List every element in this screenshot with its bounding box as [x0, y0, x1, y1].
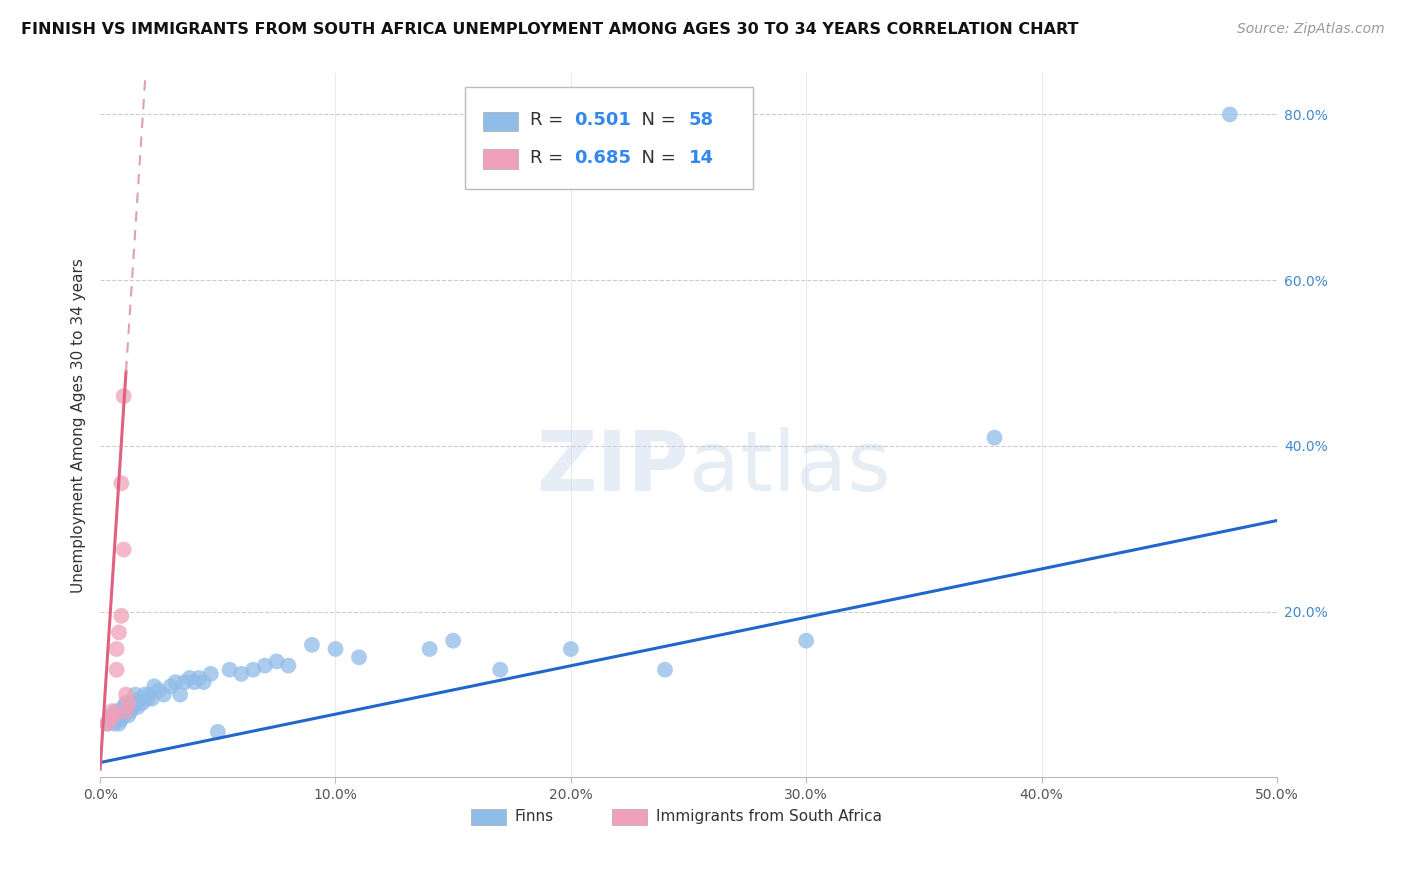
Point: [117, 700, 139, 714]
Point: [115, 704, 138, 718]
Text: 0.501: 0.501: [575, 112, 631, 129]
Point: [654, 663, 676, 677]
Point: [165, 675, 187, 690]
Point: [325, 642, 347, 657]
Text: ZIP: ZIP: [536, 427, 689, 508]
Text: 14: 14: [689, 148, 713, 167]
Point: [117, 696, 139, 710]
Point: [124, 696, 146, 710]
Y-axis label: Unemployment Among Ages 30 to 34 years: Unemployment Among Ages 30 to 34 years: [72, 258, 86, 592]
Point: [103, 716, 125, 731]
Point: [112, 708, 135, 723]
Point: [112, 542, 135, 557]
Point: [301, 638, 323, 652]
Point: [441, 633, 464, 648]
Point: [129, 691, 152, 706]
Point: [103, 708, 125, 723]
Text: Source: ZipAtlas.com: Source: ZipAtlas.com: [1237, 22, 1385, 37]
Text: N =: N =: [630, 112, 681, 129]
Text: 58: 58: [689, 112, 714, 129]
Point: [110, 704, 132, 718]
Text: N =: N =: [630, 148, 681, 167]
Point: [419, 642, 441, 657]
Point: [131, 696, 153, 710]
Point: [148, 683, 170, 698]
Point: [110, 476, 132, 491]
Point: [159, 679, 181, 693]
Point: [138, 688, 160, 702]
FancyBboxPatch shape: [612, 809, 647, 825]
Point: [136, 691, 159, 706]
Point: [179, 671, 201, 685]
Point: [108, 716, 131, 731]
Point: [96, 716, 118, 731]
Point: [98, 713, 121, 727]
Point: [277, 658, 299, 673]
Point: [110, 713, 132, 727]
Point: [347, 650, 370, 665]
Point: [108, 625, 131, 640]
FancyBboxPatch shape: [465, 87, 754, 189]
Point: [112, 389, 135, 403]
Point: [101, 704, 124, 718]
Text: FINNISH VS IMMIGRANTS FROM SOUTH AFRICA UNEMPLOYMENT AMONG AGES 30 TO 34 YEARS C: FINNISH VS IMMIGRANTS FROM SOUTH AFRICA …: [21, 22, 1078, 37]
Point: [152, 688, 174, 702]
Point: [115, 704, 138, 718]
Text: atlas: atlas: [689, 427, 890, 508]
Point: [794, 633, 817, 648]
Point: [266, 655, 288, 669]
Point: [560, 642, 582, 657]
Point: [112, 700, 135, 714]
Text: Immigrants from South Africa: Immigrants from South Africa: [655, 809, 882, 823]
Point: [105, 663, 128, 677]
Point: [96, 716, 118, 731]
Point: [143, 679, 166, 693]
Point: [193, 675, 215, 690]
Text: 0.685: 0.685: [575, 148, 631, 167]
Point: [115, 688, 138, 702]
Point: [983, 431, 1005, 445]
Point: [101, 708, 124, 723]
Point: [231, 666, 253, 681]
Point: [124, 688, 146, 702]
Point: [169, 688, 191, 702]
Point: [218, 663, 240, 677]
Point: [120, 696, 142, 710]
FancyBboxPatch shape: [482, 112, 517, 131]
Point: [117, 708, 139, 723]
Point: [115, 696, 138, 710]
FancyBboxPatch shape: [471, 809, 506, 825]
Point: [173, 675, 195, 690]
Point: [242, 663, 264, 677]
Point: [105, 713, 128, 727]
Text: Finns: Finns: [515, 809, 554, 823]
Point: [253, 658, 276, 673]
Point: [105, 642, 128, 657]
Point: [200, 666, 222, 681]
Point: [489, 663, 512, 677]
Point: [98, 713, 121, 727]
Point: [105, 704, 128, 718]
Point: [134, 688, 156, 702]
Point: [141, 691, 163, 706]
FancyBboxPatch shape: [482, 149, 517, 169]
Point: [188, 671, 211, 685]
Point: [110, 608, 132, 623]
Text: R =: R =: [530, 112, 568, 129]
Point: [122, 700, 145, 714]
Point: [183, 675, 205, 690]
Point: [127, 700, 149, 714]
Point: [108, 708, 131, 723]
Text: R =: R =: [530, 148, 568, 167]
Point: [207, 724, 229, 739]
Point: [120, 704, 142, 718]
Point: [1219, 107, 1241, 121]
Point: [103, 708, 125, 723]
